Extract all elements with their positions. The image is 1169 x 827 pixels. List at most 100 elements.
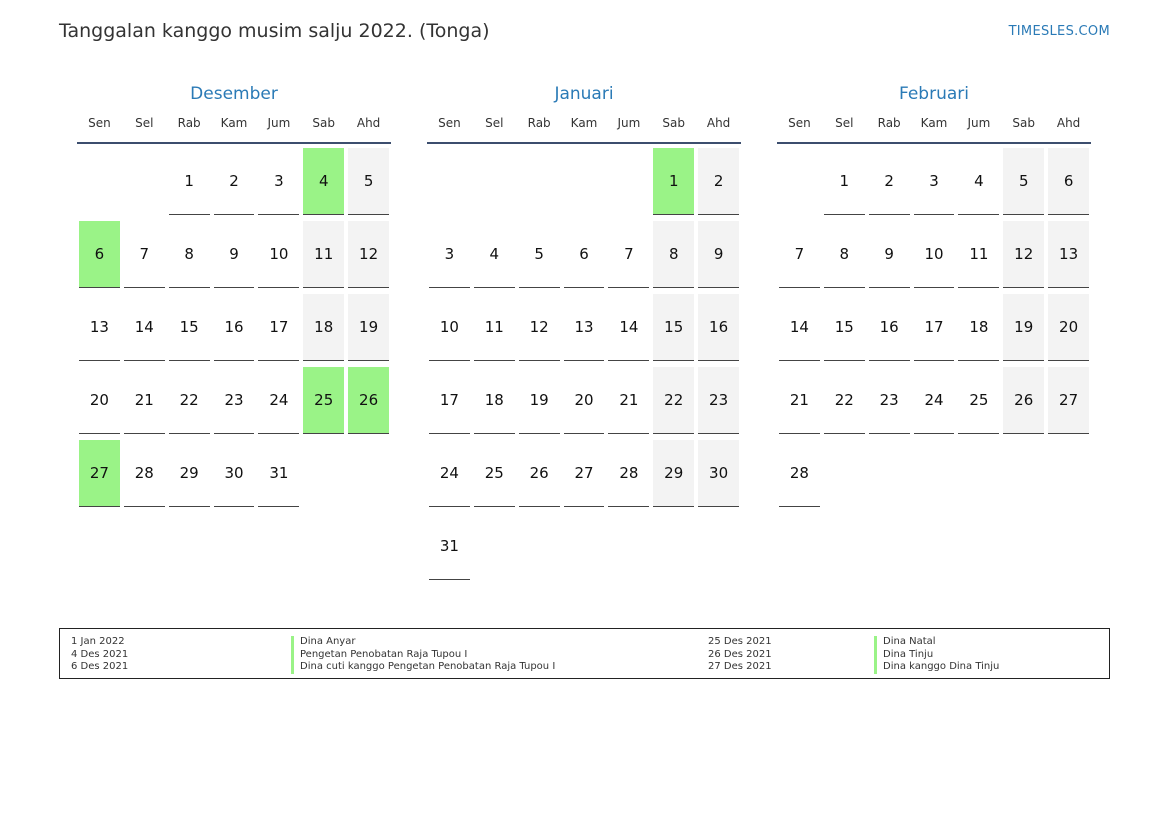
site-link[interactable]: TIMESLES.COM	[1008, 24, 1110, 39]
legend-holiday-name: Pengetan Penobatan Raja Tupou I	[291, 648, 555, 661]
day-cell: 23	[212, 363, 257, 436]
week-row: 6 7 8 9 10 11 12	[77, 217, 391, 290]
day-cell: 11	[956, 217, 1001, 290]
day-cell: 2	[212, 144, 257, 217]
day-cell: 15	[651, 290, 696, 363]
day-cell: 8	[167, 217, 212, 290]
legend-names-right: Dina Natal Dina Tinju Dina kanggo Dina Tin…	[874, 636, 999, 674]
empty-cell	[77, 144, 122, 217]
day-cell: 23	[696, 363, 741, 436]
page-title: Tanggalan kanggo musim salju 2022. (Tong…	[59, 20, 490, 42]
legend-dates-right: 25 Des 2021 26 Des 2021 27 Des 2021	[708, 636, 772, 674]
empty-cell	[562, 509, 607, 582]
empty-cell	[867, 436, 912, 509]
day-cell: 4	[301, 144, 346, 217]
week-row: 10 11 12 13 14 15 16	[427, 290, 741, 363]
day-cell: 28	[606, 436, 651, 509]
weekday-header: Sen Sel Rab Kam Jum Sab Ahd	[427, 108, 741, 144]
day-cell: 29	[651, 436, 696, 509]
weekday-label: Kam	[570, 116, 598, 130]
day-cell: 16	[696, 290, 741, 363]
empty-cell	[956, 436, 1001, 509]
holiday-legend: 1 Jan 2022 4 Des 2021 6 Des 2021 Dina Anya…	[59, 628, 1110, 679]
legend-names-left: Dina Anyar Pengetan Penobatan Raja Tupou …	[291, 636, 555, 674]
day-cell: 6	[562, 217, 607, 290]
legend-holiday-name: Dina Anyar	[291, 636, 555, 649]
legend-dates-left: 1 Jan 2022 4 Des 2021 6 Des 2021	[71, 636, 128, 674]
day-cell: 27	[1046, 363, 1091, 436]
day-cell: 12	[517, 290, 562, 363]
day-cell: 7	[777, 217, 822, 290]
day-cell: 26	[1001, 363, 1046, 436]
day-cell: 29	[167, 436, 212, 509]
day-cell: 19	[1001, 290, 1046, 363]
empty-cell	[822, 436, 867, 509]
week-row: 20 21 22 23 24 25 26	[77, 363, 391, 436]
day-cell: 30	[212, 436, 257, 509]
legend-holiday-name: Dina Natal	[874, 636, 999, 649]
day-cell: 14	[606, 290, 651, 363]
day-cell: 31	[427, 509, 472, 582]
day-cell: 21	[122, 363, 167, 436]
empty-cell	[517, 509, 562, 582]
weekday-header: Sen Sel Rab Kam Jum Sab Ahd	[777, 108, 1091, 144]
weekday-label: Sab	[1012, 116, 1036, 130]
weekday-label: Kam	[220, 116, 248, 130]
day-cell: 7	[122, 217, 167, 290]
day-cell: 24	[912, 363, 957, 436]
day-cell: 14	[777, 290, 822, 363]
week-row: 21 22 23 24 25 26 27	[777, 363, 1091, 436]
day-cell: 24	[427, 436, 472, 509]
day-cell: 18	[301, 290, 346, 363]
day-cell: 25	[301, 363, 346, 436]
day-cell: 21	[606, 363, 651, 436]
month-name: Februari	[899, 84, 969, 104]
day-cell: 27	[77, 436, 122, 509]
day-cell: 19	[517, 363, 562, 436]
legend-holiday-date: 26 Des 2021	[708, 648, 772, 660]
week-row: 24 25 26 27 28 29 30	[427, 436, 741, 509]
weekday-label: Sel	[485, 116, 504, 130]
day-cell: 5	[517, 217, 562, 290]
weekday-header: Sen Sel Rab Kam Jum Sab Ahd	[77, 108, 391, 144]
empty-cell	[912, 436, 957, 509]
day-cell: 8	[822, 217, 867, 290]
empty-cell	[517, 144, 562, 217]
day-cell: 6	[1046, 144, 1091, 217]
day-cell: 25	[472, 436, 517, 509]
empty-cell	[1046, 436, 1091, 509]
legend-holiday-date: 27 Des 2021	[708, 661, 772, 672]
day-cell: 13	[77, 290, 122, 363]
weekday-label: Ahd	[356, 116, 381, 130]
weekday-label: Sen	[438, 116, 461, 130]
weekday-label: Sel	[835, 116, 854, 130]
day-cell: 8	[651, 217, 696, 290]
day-cell: 16	[867, 290, 912, 363]
day-cell: 23	[867, 363, 912, 436]
week-row: 27 28 29 30 31	[77, 436, 391, 509]
day-cell: 25	[956, 363, 1001, 436]
empty-cell	[606, 144, 651, 217]
week-row: 31	[427, 509, 741, 582]
day-cell: 13	[1046, 217, 1091, 290]
weekday-label: Jum	[267, 116, 291, 130]
weekday-label: Jum	[967, 116, 991, 130]
day-cell: 5	[346, 144, 391, 217]
day-cell: 17	[256, 290, 301, 363]
day-cell: 14	[122, 290, 167, 363]
day-cell: 12	[1001, 217, 1046, 290]
day-cell: 16	[212, 290, 257, 363]
legend-holiday-name: Dina kanggo Dina Tinju	[874, 661, 999, 674]
day-cell: 26	[517, 436, 562, 509]
weekday-label: Sab	[312, 116, 336, 130]
weekday-label: Sel	[135, 116, 154, 130]
weekday-label: Ahd	[1056, 116, 1081, 130]
day-cell: 31	[256, 436, 301, 509]
day-cell: 11	[472, 290, 517, 363]
empty-cell	[472, 509, 517, 582]
day-cell: 27	[562, 436, 607, 509]
day-cell: 9	[212, 217, 257, 290]
